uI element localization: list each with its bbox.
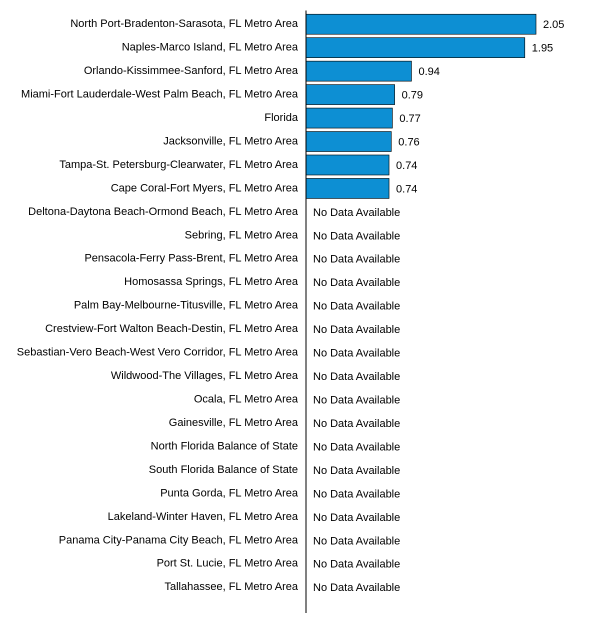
category-label: Gainesville, FL Metro Area bbox=[169, 417, 299, 429]
category-label: Ocala, FL Metro Area bbox=[194, 393, 299, 405]
value-label: 0.94 bbox=[418, 66, 439, 78]
category-label: Naples-Marco Island, FL Metro Area bbox=[122, 42, 299, 54]
value-label: 1.95 bbox=[532, 43, 553, 55]
value-label: No Data Available bbox=[313, 465, 400, 477]
category-label: Punta Gorda, FL Metro Area bbox=[160, 487, 299, 499]
value-label: No Data Available bbox=[313, 371, 400, 383]
value-label: 0.79 bbox=[402, 90, 423, 102]
value-label: No Data Available bbox=[313, 324, 400, 336]
category-label: Miami-Fort Lauderdale-West Palm Beach, F… bbox=[21, 89, 299, 101]
value-label: No Data Available bbox=[313, 254, 400, 266]
value-label: No Data Available bbox=[313, 277, 400, 289]
value-label: No Data Available bbox=[313, 301, 400, 313]
value-label: No Data Available bbox=[313, 512, 400, 524]
category-label: Crestview-Fort Walton Beach-Destin, FL M… bbox=[45, 323, 299, 335]
value-label: No Data Available bbox=[313, 230, 400, 242]
category-label: Florida bbox=[264, 112, 299, 124]
value-label: No Data Available bbox=[313, 207, 400, 219]
category-label: South Florida Balance of State bbox=[149, 464, 298, 476]
bar bbox=[305, 13, 537, 35]
value-label: No Data Available bbox=[313, 394, 400, 406]
value-label: 0.74 bbox=[396, 183, 417, 195]
category-label: Orlando-Kissimmee-Sanford, FL Metro Area bbox=[84, 65, 299, 77]
category-label: Deltona-Daytona Beach-Ormond Beach, FL M… bbox=[28, 206, 299, 218]
value-label: No Data Available bbox=[313, 441, 400, 453]
category-label: Sebastian-Vero Beach-West Vero Corridor,… bbox=[17, 347, 299, 359]
bar bbox=[305, 107, 393, 129]
category-label: Cape Coral-Fort Myers, FL Metro Area bbox=[111, 182, 299, 194]
category-label: North Port-Bradenton-Sarasota, FL Metro … bbox=[70, 18, 299, 30]
value-label: No Data Available bbox=[313, 582, 400, 594]
category-label: Port St. Lucie, FL Metro Area bbox=[157, 558, 299, 570]
value-label: No Data Available bbox=[313, 535, 400, 547]
category-label: Panama City-Panama City Beach, FL Metro … bbox=[59, 534, 299, 546]
bar bbox=[305, 84, 395, 105]
category-label: Tallahassee, FL Metro Area bbox=[165, 581, 299, 593]
value-label: 0.77 bbox=[399, 113, 420, 125]
value-label: No Data Available bbox=[313, 559, 400, 571]
category-label: Wildwood-The Villages, FL Metro Area bbox=[111, 370, 299, 382]
value-label: No Data Available bbox=[313, 348, 400, 360]
bar bbox=[305, 154, 390, 176]
category-label: Sebring, FL Metro Area bbox=[185, 229, 299, 241]
bar bbox=[305, 131, 392, 152]
category-label: Palm Bay-Melbourne-Titusville, FL Metro … bbox=[74, 300, 299, 312]
value-label: No Data Available bbox=[313, 418, 400, 430]
category-label: Lakeland-Winter Haven, FL Metro Area bbox=[108, 511, 299, 523]
bar bbox=[305, 37, 526, 58]
value-label: 2.05 bbox=[543, 19, 564, 31]
bar bbox=[305, 60, 412, 82]
bar bbox=[305, 178, 390, 199]
value-label: No Data Available bbox=[313, 488, 400, 500]
category-label: Pensacola-Ferry Pass-Brent, FL Metro Are… bbox=[84, 253, 298, 265]
value-label: 0.74 bbox=[396, 160, 417, 172]
category-label: Homosassa Springs, FL Metro Area bbox=[124, 276, 299, 288]
value-label: 0.76 bbox=[398, 136, 419, 148]
category-label: Tampa-St. Petersburg-Clearwater, FL Metr… bbox=[59, 159, 299, 171]
category-label: Jacksonville, FL Metro Area bbox=[163, 135, 299, 147]
category-label: North Florida Balance of State bbox=[151, 440, 298, 452]
